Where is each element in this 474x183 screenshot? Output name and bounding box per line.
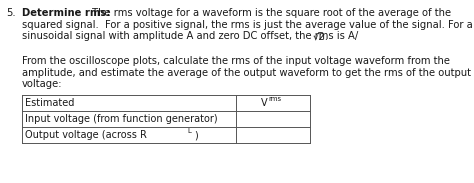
Text: √2.: √2.: [313, 31, 329, 41]
Text: ): ): [194, 130, 198, 140]
Text: 5.: 5.: [6, 8, 16, 18]
Text: Output voltage (across R: Output voltage (across R: [26, 130, 147, 140]
Text: voltage:: voltage:: [22, 79, 63, 89]
Text: squared signal.  For a positive signal, the rms is just the average value of the: squared signal. For a positive signal, t…: [22, 20, 473, 29]
Text: rms: rms: [268, 96, 281, 102]
Text: Input voltage (from function generator): Input voltage (from function generator): [26, 114, 218, 124]
Text: V: V: [261, 98, 268, 108]
Text: sinusoidal signal with amplitude A and zero DC offset, the rms is A/: sinusoidal signal with amplitude A and z…: [22, 31, 358, 41]
Text: The rms voltage for a waveform is the square root of the average of the: The rms voltage for a waveform is the sq…: [89, 8, 451, 18]
Text: amplitude, and estimate the average of the output waveform to get the rms of the: amplitude, and estimate the average of t…: [22, 68, 471, 78]
Text: Determine rms:: Determine rms:: [22, 8, 110, 18]
Text: L: L: [188, 128, 191, 134]
Text: From the oscilloscope plots, calculate the rms of the input voltage waveform fro: From the oscilloscope plots, calculate t…: [22, 56, 450, 66]
Text: Estimated: Estimated: [26, 98, 75, 108]
